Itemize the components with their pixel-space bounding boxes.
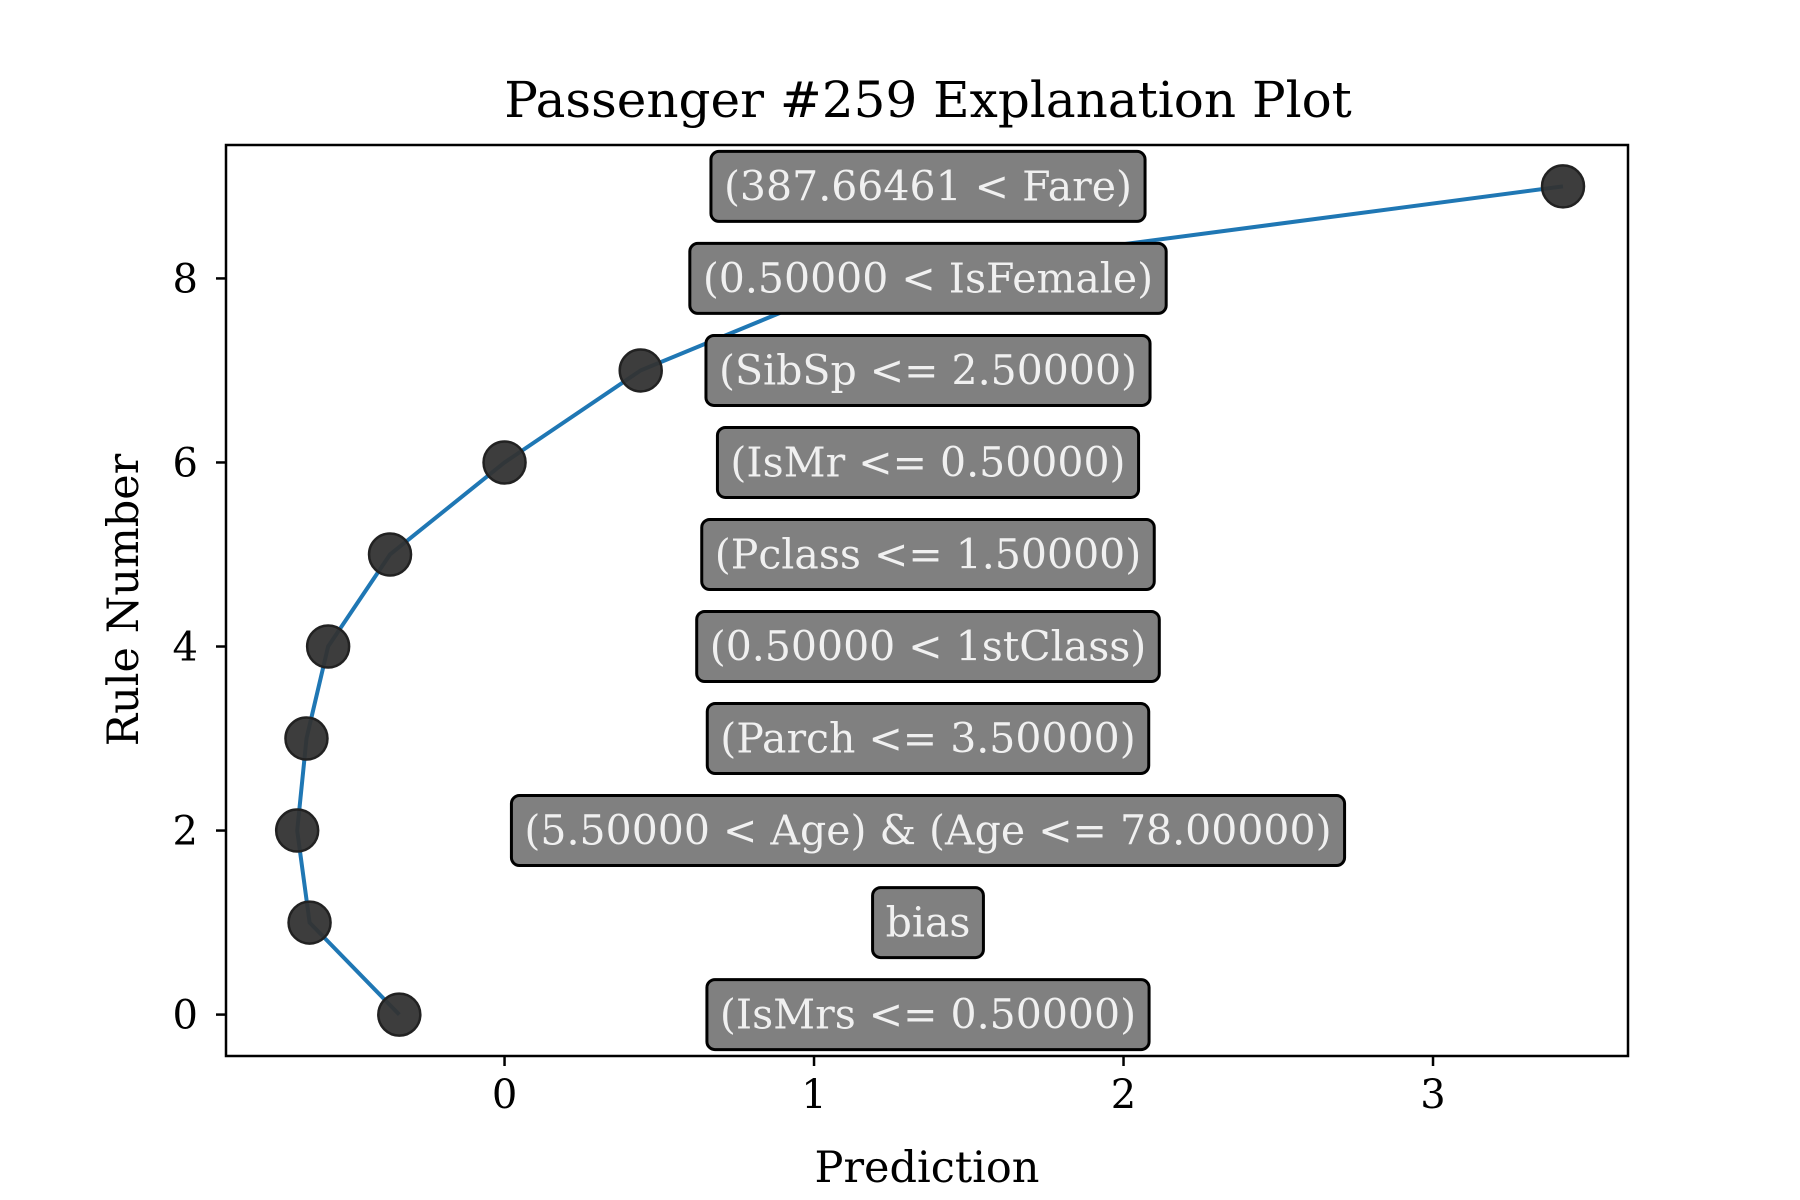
rule-label-background (695, 610, 1161, 684)
data-point (305, 624, 351, 669)
rule-label-background (700, 517, 1156, 591)
y-tick-label: 6 (173, 440, 198, 486)
data-point (482, 440, 527, 485)
rule-label: (0.50000 < 1stClass) (710, 623, 1147, 671)
y-tick-label: 0 (173, 993, 198, 1039)
rule-label-box: (IsMr <= 0.50000) (715, 425, 1141, 499)
data-point (377, 992, 422, 1037)
data-point (274, 808, 320, 853)
rule-label: (IsMrs <= 0.50000) (720, 991, 1136, 1039)
y-tick-label: 8 (173, 256, 198, 302)
rule-label: (Parch <= 3.50000) (720, 715, 1135, 763)
plot-area (274, 164, 1586, 1037)
rule-label: (5.50000 < Age) & (Age <= 78.00000) (524, 807, 1331, 855)
rule-label-background (871, 886, 985, 960)
y-tick-label: 4 (173, 625, 198, 671)
rule-label-background (715, 425, 1141, 499)
rule-label-box: (SibSp <= 2.50000) (704, 333, 1152, 407)
plot-frame (224, 143, 1630, 1058)
rule-label: bias (886, 899, 971, 947)
rule-labels: (IsMrs <= 0.50000) bias (5.50000 < Age) & … (509, 149, 1347, 1052)
data-point (618, 348, 663, 393)
rule-label-background (688, 241, 1168, 315)
x-tick-label: 2 (1111, 1072, 1136, 1118)
x-tick-label: 0 (492, 1072, 517, 1118)
rule-label-box: (0.50000 < 1stClass) (695, 610, 1161, 684)
rule-label-box: (5.50000 < Age) & (Age <= 78.00000) (509, 794, 1347, 868)
axis-ticks: 0 1 2 3 0 2 4 6 8 (173, 256, 1446, 1118)
rule-label: (387.66461 < Fare) (724, 162, 1132, 210)
rule-label: (Pclass <= 1.50000) (715, 530, 1142, 578)
rule-label: (0.50000 < IsFemale) (703, 254, 1153, 302)
data-point (287, 900, 332, 945)
rule-label-box: (Pclass <= 1.50000) (700, 517, 1156, 591)
rule-label-box: (0.50000 < IsFemale) (688, 241, 1168, 315)
rule-label-box: (IsMrs <= 0.50000) (705, 978, 1151, 1052)
data-point (1540, 164, 1586, 209)
rule-label: (SibSp <= 2.50000) (719, 346, 1137, 394)
rule-label-background (709, 149, 1147, 223)
y-axis-label: Rule Number (99, 453, 149, 746)
series-line (295, 184, 1564, 1016)
rule-label-box: (Parch <= 3.50000) (705, 702, 1151, 776)
x-tick-label: 1 (801, 1072, 826, 1118)
chart-title: Passenger #259 Explanation Plot (504, 71, 1352, 129)
data-point (284, 716, 329, 761)
rule-label-background (705, 978, 1151, 1052)
rule-label-background (704, 333, 1152, 407)
x-axis-label: Prediction (815, 1143, 1040, 1193)
y-tick-label: 2 (173, 809, 198, 855)
rule-label-box: bias (871, 886, 985, 960)
data-point (367, 532, 413, 577)
rule-label-background (509, 794, 1347, 868)
rule-label-box: (387.66461 < Fare) (709, 149, 1147, 223)
x-tick-label: 3 (1420, 1072, 1445, 1118)
rule-label-background (705, 702, 1151, 776)
rule-label: (IsMr <= 0.50000) (730, 438, 1125, 486)
